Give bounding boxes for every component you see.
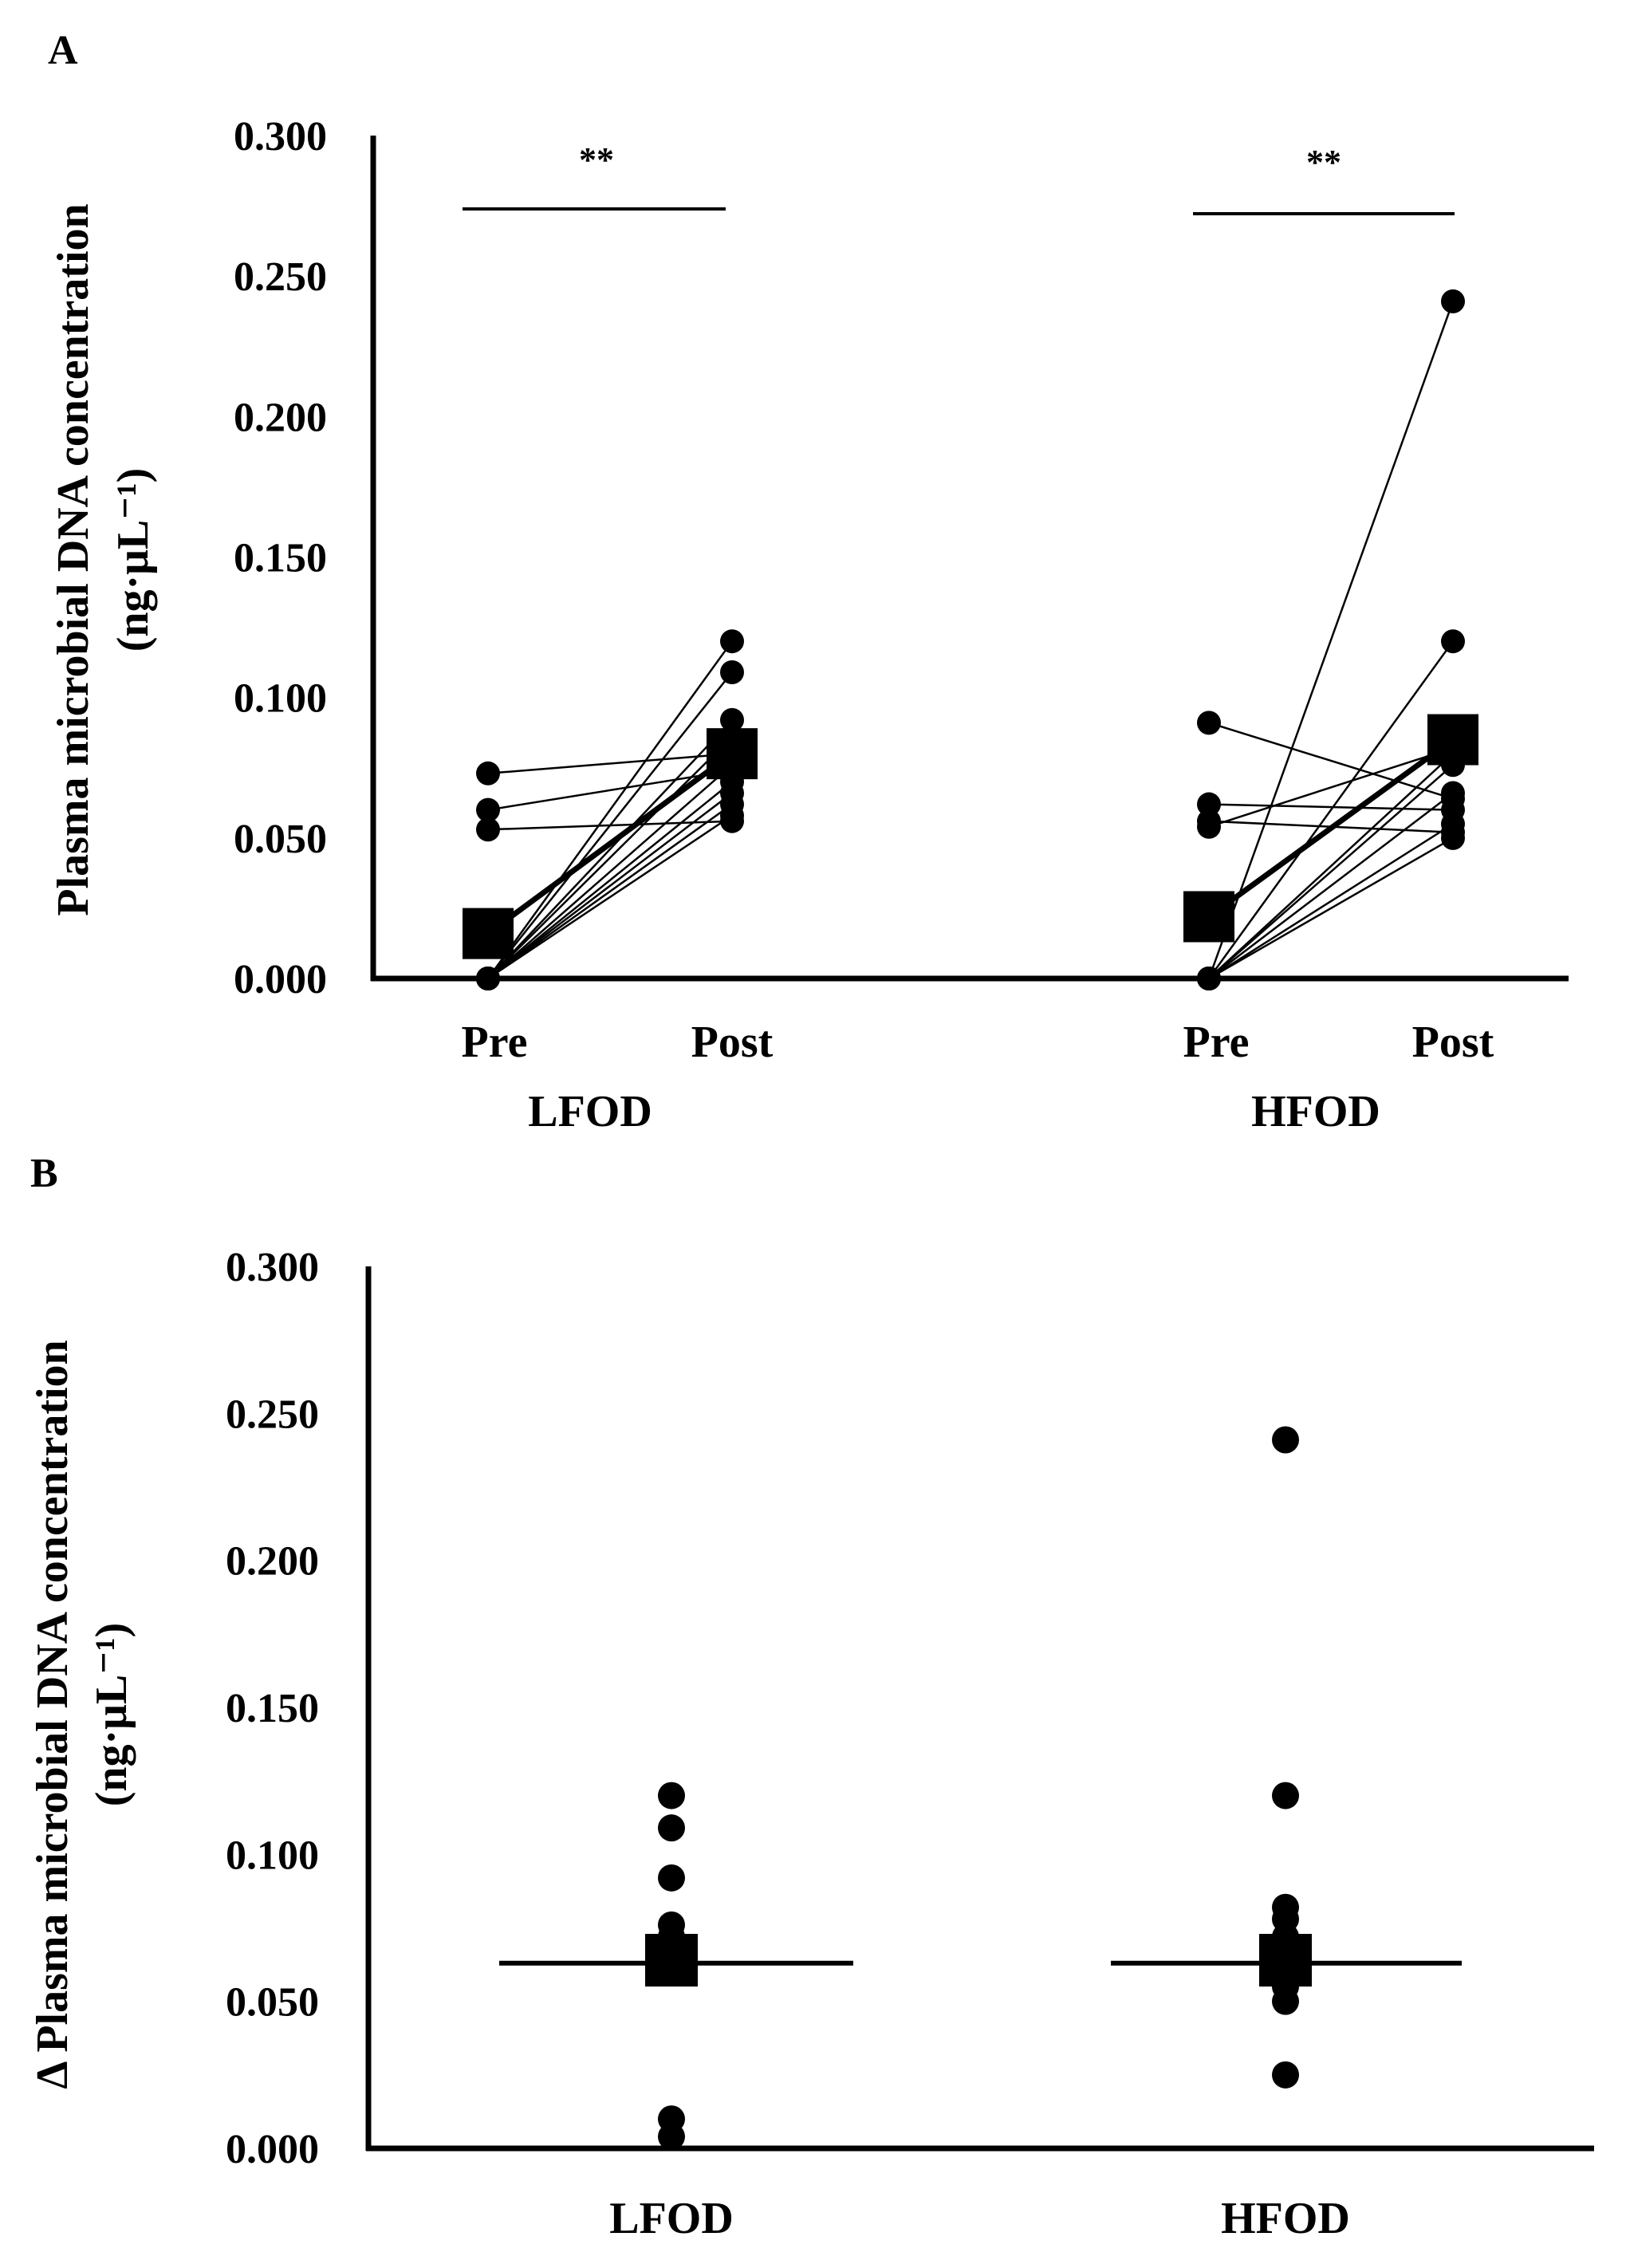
panel-b-y-tick-label: 0.250 (226, 1392, 319, 1437)
panel-a-ylabel-line2: (ng·μL⁻¹) (108, 468, 158, 652)
hfod-post-point (1441, 629, 1465, 654)
lfod-pre-point (476, 967, 500, 990)
lfod-pre-point (476, 817, 500, 842)
lfod-pre-label: Pre (462, 1018, 528, 1067)
hfod-delta-point (1272, 2061, 1299, 2089)
panel-b-hfod-label: HFOD (1221, 2194, 1350, 2243)
hfod-paired-line (1207, 640, 1455, 979)
panel-b-lfod-label: LFOD (609, 2194, 734, 2243)
hfod-post-label: Post (1412, 1018, 1494, 1067)
lfod-paired-line (487, 736, 733, 979)
lfod-pre-point (476, 797, 500, 822)
panel-a-y-tick-label: 0.150 (234, 536, 327, 581)
panel-b-label: B (30, 1151, 58, 1196)
lfod-delta-point (658, 1814, 685, 1842)
hfod-delta-point (1272, 1782, 1299, 1809)
hfod-delta-point (1272, 1426, 1299, 1454)
hfod-paired-line (1208, 722, 1454, 800)
hfod-pre-mean-square (1183, 891, 1234, 943)
panel-a-y-tick-label: 0.250 (234, 254, 327, 300)
panel-b-y-ticks: 0.000 0.050 0.100 0.150 0.200 0.250 0.300 (226, 1245, 319, 2172)
hfod-significance-stars: ** (1306, 143, 1341, 182)
panel-a-y-tick-label: 0.100 (234, 676, 327, 722)
lfod-post-label: Post (691, 1018, 774, 1067)
hfod-delta-mean-square (1259, 1934, 1312, 1987)
lfod-pre-point (476, 761, 500, 786)
panel-a-hfod-group-label: HFOD (1251, 1087, 1380, 1136)
lfod-delta-mean-square (645, 1934, 698, 1987)
lfod-paired-line (487, 781, 733, 979)
hfod-pre-label: Pre (1183, 1018, 1250, 1067)
hfod-delta-point (1272, 1987, 1299, 2015)
panel-a-y-tick-label: 0.050 (234, 817, 327, 862)
hfod-post-mean-square (1427, 714, 1478, 766)
hfod-pre-point (1197, 792, 1221, 817)
panel-b-ylabel-line2: (ng·μL⁻¹) (87, 1623, 136, 1807)
hfod-paired-line (1208, 803, 1454, 811)
lfod-paired-line (486, 640, 734, 979)
lfod-mean-line (486, 751, 734, 936)
panel-b-y-tick-label: 0.200 (226, 1539, 319, 1585)
lfod-paired-line (487, 792, 733, 979)
hfod-post-point (1441, 781, 1465, 805)
panel-a-ylabel-line1: Plasma microbial DNA concentration (49, 203, 98, 915)
lfod-paired-line (487, 814, 733, 980)
panel-b-y-tick-label: 0.000 (226, 2127, 319, 2172)
hfod-mean-line (1207, 737, 1455, 919)
panel-a-y-axis-label: Plasma microbial DNA concentration (ng·μ… (49, 203, 158, 915)
hfod-paired-line (1208, 753, 1454, 979)
panel-b-marks (499, 1426, 1462, 2151)
lfod-paired-line (487, 770, 733, 811)
lfod-post-mean-square (707, 728, 758, 780)
hfod-pre-point (1197, 967, 1221, 990)
lfod-paired-line (487, 764, 733, 979)
lfod-post-point (720, 707, 744, 732)
hfod-paired-line (1208, 764, 1454, 979)
lfod-delta-point (658, 1864, 685, 1892)
panel-a-y-ticks: 0.000 0.050 0.100 0.150 0.200 0.250 0.300 (234, 114, 327, 1002)
lfod-delta-point (658, 1782, 685, 1809)
hfod-pre-point (1197, 814, 1221, 839)
hfod-paired-line (1207, 301, 1455, 979)
lfod-post-point (720, 660, 744, 684)
hfod-post-point (1441, 289, 1465, 313)
panel-a-label: A (48, 28, 78, 73)
lfod-significance-stars: ** (579, 140, 614, 179)
hfod-paired-line (1208, 792, 1454, 979)
lfod-pre-mean-square (463, 908, 514, 959)
lfod-paired-line (487, 671, 733, 979)
panel-a-lfod-group-label: LFOD (528, 1087, 652, 1136)
lfod-delta-point (658, 2123, 685, 2151)
lfod-paired-line (487, 752, 733, 775)
hfod-paired-line (1208, 746, 1454, 828)
panel-b-y-tick-label: 0.100 (226, 1833, 319, 1878)
panel-b-ylabel-line1: Δ Plasma microbial DNA concentration (28, 1340, 77, 2089)
hfod-paired-line (1208, 823, 1454, 980)
panel-a-y-tick-label: 0.200 (234, 395, 327, 440)
panel-b-y-tick-label: 0.150 (226, 1686, 319, 1731)
lfod-paired-line (487, 719, 733, 979)
lfod-paired-line (487, 803, 733, 980)
panel-a-y-tick-label: 0.300 (234, 114, 327, 159)
panel-b-y-tick-label: 0.050 (226, 1980, 319, 2026)
panel-a-y-tick-label: 0.000 (234, 957, 327, 1002)
lfod-post-point (720, 803, 744, 828)
panel-b-y-tick-label: 0.300 (226, 1245, 319, 1290)
hfod-post-point (1441, 825, 1465, 850)
hfod-paired-line (1208, 837, 1454, 980)
panel-b-y-axis-label: Δ Plasma microbial DNA concentration (ng… (28, 1340, 136, 2089)
lfod-post-point (720, 629, 744, 654)
panel-a-marks (463, 289, 1478, 990)
hfod-pre-point (1197, 711, 1221, 735)
